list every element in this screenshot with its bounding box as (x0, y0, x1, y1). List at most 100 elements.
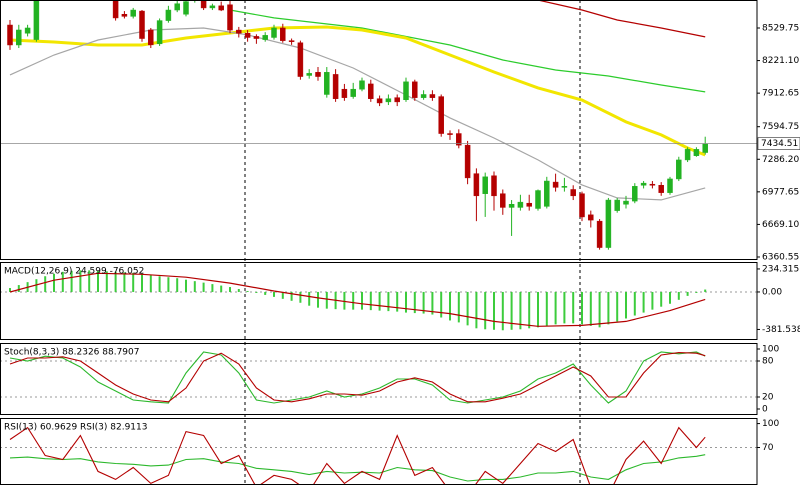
candle-body (227, 4, 233, 31)
candle-body (403, 81, 409, 101)
candle-body (464, 144, 471, 179)
candle-body (614, 199, 620, 211)
histogram-bar (229, 287, 231, 292)
candle-body (262, 35, 268, 40)
histogram-bar (572, 291, 575, 324)
candle-body (341, 88, 348, 98)
candle-body (693, 149, 700, 156)
candle-body (368, 83, 374, 99)
candle-body (579, 193, 585, 218)
histogram-bar (17, 285, 20, 292)
panel (0, 426, 757, 485)
candle-body (359, 80, 365, 90)
histogram-bar (149, 275, 152, 292)
histogram-bar (97, 270, 99, 292)
histogram-bar (185, 279, 187, 292)
histogram-bar (237, 289, 240, 292)
histogram-bar (264, 291, 267, 295)
candle-body (148, 29, 154, 46)
panel-frame (0, 343, 758, 415)
candle-body (209, 5, 216, 9)
histogram-bar (519, 291, 522, 330)
candle-body (561, 186, 568, 188)
histogram-bar (607, 291, 610, 325)
histogram-bar (9, 288, 11, 292)
panel-frame (0, 0, 758, 260)
histogram-bar (361, 291, 363, 310)
histogram-bar (220, 285, 223, 292)
panel (0, 0, 757, 250)
candle-body (667, 178, 673, 193)
histogram-bar (176, 278, 179, 292)
histogram-bar (537, 291, 539, 328)
candle-body (491, 175, 497, 197)
candle-body (183, 1, 189, 15)
histogram-bar (545, 291, 548, 326)
histogram-bar (61, 271, 64, 292)
candle-body (376, 98, 383, 104)
candle-body (121, 14, 128, 17)
histogram-bar (651, 291, 654, 310)
histogram-bar (167, 277, 170, 292)
histogram-bar (422, 291, 425, 314)
histogram-bar (457, 291, 460, 323)
candle-body (684, 149, 691, 161)
histogram-bar (105, 271, 108, 292)
histogram-bar (79, 270, 82, 292)
candle-body (605, 199, 612, 248)
candle-body (676, 159, 682, 180)
histogram-bar (308, 291, 311, 306)
indicator-line (9, 25, 706, 157)
histogram-bar (44, 276, 47, 292)
histogram-bar (501, 291, 504, 331)
candle-body (456, 133, 462, 146)
candle-body (350, 88, 356, 97)
y-tick-label: 20 (762, 393, 774, 403)
indicator-line (9, 272, 706, 327)
candle-body (535, 190, 541, 209)
histogram-bar (642, 291, 645, 313)
histogram-bar (299, 291, 302, 303)
histogram-bar (387, 291, 390, 312)
candle-body (702, 143, 708, 153)
histogram-bar (35, 279, 38, 292)
candle-body (412, 81, 418, 98)
histogram-bar (396, 291, 399, 312)
histogram-bar (193, 281, 196, 292)
candle-body (130, 9, 136, 17)
histogram-bar (141, 273, 143, 292)
candle-body (139, 10, 145, 39)
histogram-bar (281, 291, 284, 299)
y-tick-label: -381.538 (762, 325, 800, 335)
y-tick-label: 100 (762, 419, 779, 429)
y-tick-label: 8221.10 (762, 56, 799, 66)
histogram-bar (440, 291, 443, 318)
candle-body (271, 27, 277, 38)
histogram-bar (581, 291, 583, 325)
candle-body (649, 183, 656, 186)
panel (0, 270, 757, 331)
histogram-bar (290, 291, 293, 301)
histogram-bar (625, 291, 627, 319)
candle-body (24, 27, 31, 34)
indicator-line (9, 454, 706, 482)
histogram-bar (158, 276, 161, 292)
y-tick-label: 6669.10 (762, 220, 799, 230)
indicator-line (9, 426, 706, 485)
histogram-bar (449, 291, 451, 321)
candle-body (438, 96, 444, 134)
candle-body (244, 33, 251, 38)
histogram-bar (554, 291, 557, 325)
y-tick-label: 100 (762, 345, 779, 355)
candle-body (544, 180, 550, 207)
histogram-bar (695, 291, 698, 293)
current-price-label: 7434.51 (761, 139, 798, 149)
candle-body (332, 74, 339, 99)
candle-body (658, 185, 664, 193)
panel-frame (0, 262, 758, 340)
candle-body (174, 3, 180, 11)
indicator-line (533, 0, 706, 38)
candle-body (596, 220, 603, 248)
histogram-bar (202, 282, 205, 292)
